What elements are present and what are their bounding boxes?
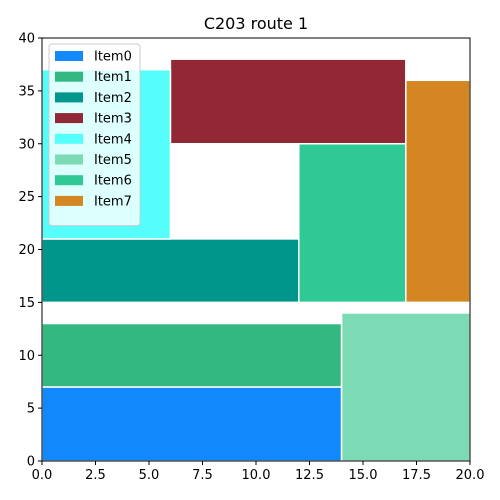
x-tick-label: 17.5: [402, 468, 431, 483]
y-tick-label: 20: [18, 243, 35, 258]
bar-item7: [405, 79, 471, 304]
x-tick-label: 0.0: [32, 468, 53, 483]
y-tick-label: 10: [18, 349, 35, 364]
bar-item0: [41, 386, 343, 462]
legend-label-item1: Item1: [94, 70, 132, 85]
legend-swatch-item5: [55, 154, 83, 165]
y-axis: 0 5 10 15 20 25 30 35 40: [18, 32, 42, 470]
legend-label-item6: Item6: [94, 174, 132, 189]
legend-swatch-item0: [55, 51, 83, 61]
legend: Item0 Item1 Item2 Item3 Item4 Item5 Item6 Item7: [48, 43, 141, 227]
x-tick-label: 2.5: [85, 468, 106, 483]
legend-label-item7: Item7: [94, 194, 132, 209]
legend-swatch-item3: [55, 113, 83, 124]
y-tick-label: 30: [18, 137, 35, 152]
chart-title: C203 route 1: [204, 14, 308, 33]
legend-label-item0: Item0: [94, 50, 132, 65]
legend-swatch-item7: [55, 195, 83, 206]
x-tick-label: 20.0: [456, 468, 485, 483]
bar-item5: [340, 312, 471, 462]
legend-label-item5: Item5: [94, 153, 132, 168]
x-tick-label: 12.5: [295, 468, 324, 483]
x-tick-label: 15.0: [349, 468, 378, 483]
legend-label-item2: Item2: [94, 91, 132, 106]
legend-swatch-item6: [55, 175, 83, 186]
y-tick-label: 5: [27, 402, 35, 417]
y-tick-label: 0: [27, 455, 35, 470]
x-tick-label: 5.0: [139, 468, 160, 483]
legend-label-item4: Item4: [94, 132, 132, 147]
legend-swatch-item4: [55, 133, 83, 144]
legend-swatch-item2: [55, 92, 83, 103]
bar-item3: [169, 58, 407, 145]
x-tick-label: 7.5: [192, 468, 213, 483]
x-axis: 0.0 2.5 5.0 7.5 10.0 12.5 15.0 17.5 20.0: [32, 461, 485, 483]
x-tick-label: 10.0: [242, 468, 271, 483]
legend-swatch-item1: [55, 71, 83, 82]
y-tick-label: 40: [18, 32, 35, 47]
legend-label-item3: Item3: [94, 112, 132, 127]
y-tick-label: 35: [18, 84, 35, 99]
bar-item6: [298, 143, 407, 304]
bar-item1: [41, 322, 343, 388]
bar-item2: [41, 238, 300, 304]
y-tick-label: 25: [18, 190, 35, 205]
y-tick-label: 15: [18, 296, 35, 311]
